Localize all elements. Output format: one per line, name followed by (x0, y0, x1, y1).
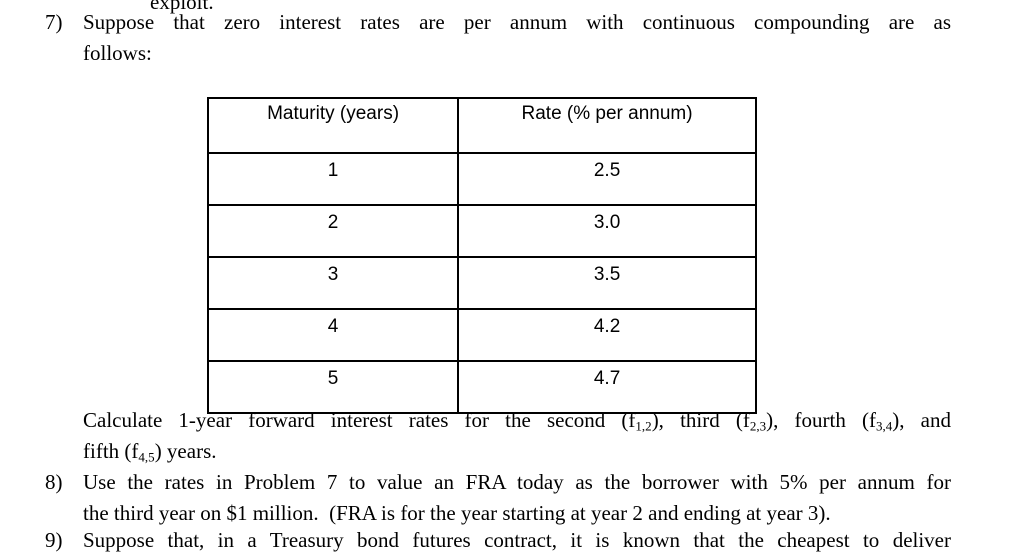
problem-9-number: 9) (45, 528, 63, 552)
rate-cell: 4.2 (457, 308, 757, 362)
rate-cell: 2.5 (457, 152, 757, 206)
calculate-line-1: Calculate 1-year forward interest rates … (83, 408, 951, 434)
maturity-cell: 1 (206, 152, 460, 206)
calculate-line-2: fifth (f4,5) years. (83, 439, 217, 465)
problem-9-line-1: Suppose that, in a Treasury bond futures… (83, 528, 951, 552)
maturity-cell: 5 (206, 360, 460, 414)
problem-9-clipped: 9) Suppose that, in a Treasury bond futu… (45, 525, 951, 556)
zero-rates-table: Maturity (years) Rate (% per annum) 1 2.… (206, 97, 757, 414)
problem-9-text: Suppose that, in a Treasury bond futures… (83, 525, 951, 556)
maturity-cell: 4 (206, 308, 460, 362)
problem-8: 8) Use the rates in Problem 7 to value a… (45, 467, 951, 529)
problem-8-line-1: Use the rates in Problem 7 to value an F… (83, 470, 951, 494)
table-row: 5 4.7 (206, 360, 757, 414)
table-row: 1 2.5 (206, 152, 757, 206)
table-row: 3 3.5 (206, 256, 757, 310)
problem-8-number: 8) (45, 470, 63, 494)
problem-7-text: Suppose that zero interest rates are per… (83, 7, 951, 69)
table-row: 4 4.2 (206, 308, 757, 362)
problem-7-line-1: Suppose that zero interest rates are per… (83, 10, 951, 34)
rate-cell: 3.5 (457, 256, 757, 310)
calculate-paragraph: Calculate 1-year forward interest rates … (83, 405, 951, 467)
problem-8-line-2: the third year on $1 million. (FRA is fo… (83, 501, 831, 525)
problem-7-line-2: follows: (83, 41, 152, 65)
table-header-rate: Rate (% per annum) (457, 97, 757, 154)
clipped-previous-line: exploit. (150, 0, 214, 14)
maturity-cell: 2 (206, 204, 460, 258)
table-header-row: Maturity (years) Rate (% per annum) (206, 97, 757, 154)
maturity-cell: 3 (206, 256, 460, 310)
table-header-maturity: Maturity (years) (206, 97, 460, 154)
problem-8-text: Use the rates in Problem 7 to value an F… (83, 467, 951, 529)
table-row: 2 3.0 (206, 204, 757, 258)
rate-cell: 4.7 (457, 360, 757, 414)
rate-cell: 3.0 (457, 204, 757, 258)
problem-7: 7) Suppose that zero interest rates are … (45, 7, 951, 69)
problem-7-number: 7) (45, 10, 63, 34)
